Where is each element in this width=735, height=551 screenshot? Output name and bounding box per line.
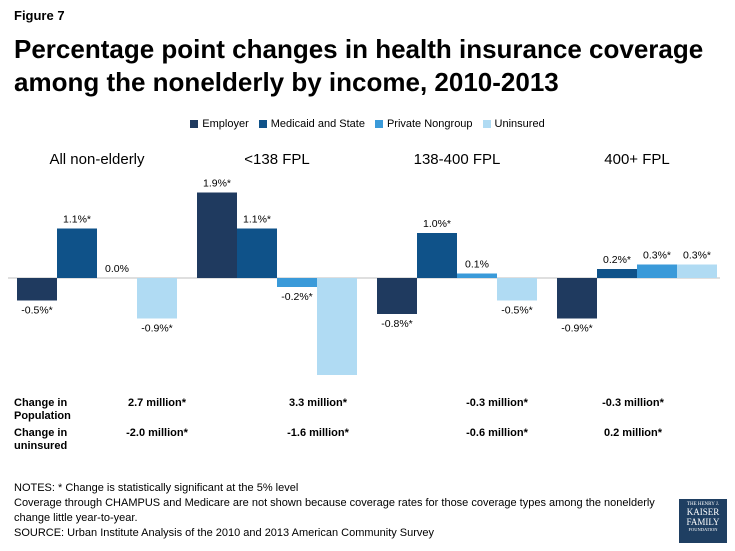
bar [137,278,177,319]
table-cell: 3.3 million* [288,397,348,409]
data-label: 1.1%* [63,214,91,226]
legend-item-uninsured: Uninsured [482,118,545,130]
notes-line: NOTES: * Change is statistically signifi… [14,482,299,494]
legend-label-uninsured: Uninsured [494,118,545,130]
table-cell: -0.3 million* [602,397,664,409]
logo-line: FAMILY [686,517,720,527]
data-label: 0.1% [465,259,489,271]
notes-line: SOURCE: Urban Institute Analysis of the … [14,527,435,539]
figure-label: Figure 7 [14,8,65,23]
legend-swatch-uninsured [482,120,491,128]
bar [637,264,677,278]
logo-line: KAISER [686,507,720,517]
data-label: -0.5%* [21,305,53,317]
notes-line: Coverage through CHAMPUS and Medicare ar… [14,497,655,524]
data-label: 1.0%* [423,218,451,230]
legend-label-employer: Employer [202,118,249,130]
data-label: -0.5%* [501,305,533,317]
bar [317,278,357,375]
legend-label-private-nongroup: Private Nongroup [386,118,473,130]
legend-swatch-employer [190,120,199,128]
logo-line: THE HENRY J. [686,502,720,507]
bar [237,228,277,278]
category-label: All non-elderly [49,151,145,168]
data-label: -0.2%* [281,291,313,303]
bar [377,278,417,314]
table-row-label-uninsured: Change in uninsured [14,427,68,452]
chart-notes: NOTES: * Change is statistically signifi… [14,481,664,541]
data-label: -0.8%* [381,318,413,330]
legend-item-medicaid: Medicaid and State [258,118,365,130]
table-cell: -1.6 million* [287,427,349,439]
data-label: 0.3%* [683,250,711,262]
category-label: 400+ FPL [604,151,669,168]
chart-title: Percentage point changes in health insur… [14,34,704,97]
bar [57,228,97,278]
table-cell: 0.2 million* [603,427,663,439]
data-label: 0.3%* [643,250,671,262]
bar [17,278,57,301]
data-label: -0.9%* [561,323,593,335]
category-label: <138 FPL [244,151,309,168]
table-cell: 2.7 million* [127,397,187,409]
data-label: 1.9%* [203,178,231,190]
data-label: -0.9%* [141,323,173,335]
data-label: 0.2%* [603,254,631,266]
data-label: 0.0% [105,263,129,275]
table-cell: -0.6 million* [466,427,528,439]
bar [277,278,317,287]
bar-chart: All non-elderly <138 FPL 138-400 FPL 400+ F… [8,151,720,375]
logo-line: FOUNDATION [688,527,718,532]
legend-swatch-private-nongroup [374,120,383,128]
bar [457,273,497,278]
legend-item-private-nongroup: Private Nongroup [374,118,473,130]
legend-label-medicaid: Medicaid and State [270,118,365,130]
bar [677,264,717,278]
legend-item-employer: Employer [190,118,249,130]
bar [597,269,637,278]
legend-swatch-medicaid [258,120,267,128]
bar [417,233,457,278]
category-label: 138-400 FPL [414,151,501,168]
data-label: 1.1%* [243,214,271,226]
table-cell: -0.3 million* [466,397,528,409]
chart-legend: Employer Medicaid and State Private Nong… [0,118,735,130]
kff-logo: THE HENRY J. KAISER FAMILY FOUNDATION [679,499,727,543]
bar [197,192,237,278]
bar [497,278,537,301]
table-cell: -2.0 million* [126,427,188,439]
table-row-label-population: Change in Population [14,397,71,422]
bar [557,278,597,319]
